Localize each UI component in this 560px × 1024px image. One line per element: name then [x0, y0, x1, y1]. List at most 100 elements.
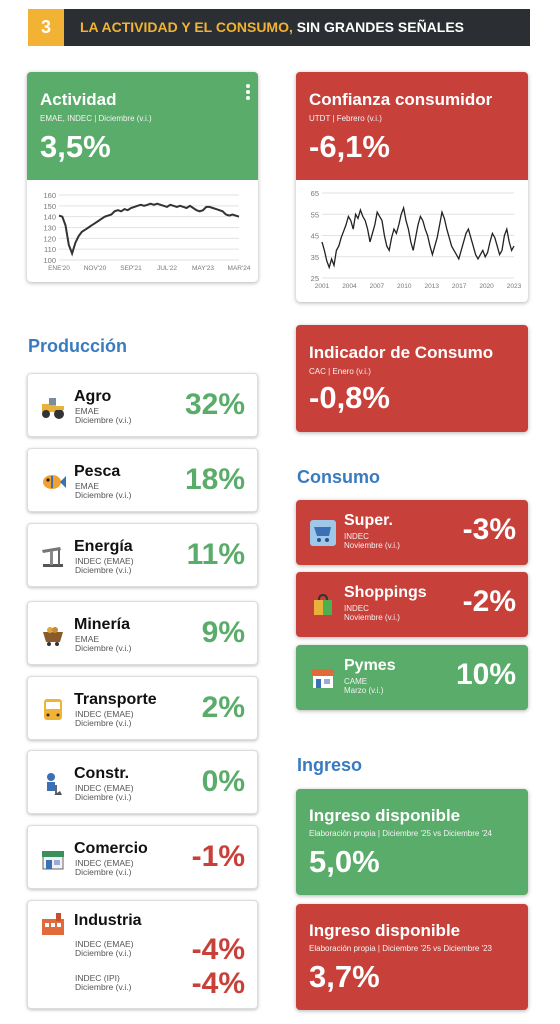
- actividad-value: 3,5%: [40, 129, 111, 164]
- produccion-item-value: 9%: [201, 616, 245, 649]
- produccion-item-1[interactable]: Pesca EMAE Diciembre (v.i.) 18%: [27, 448, 258, 512]
- actividad-chart-xtick: MAY'23: [192, 265, 214, 272]
- shopping-bag-icon: [314, 593, 332, 615]
- produccion-item-6[interactable]: Comercio INDEC (EMAE) Diciembre (v.i.) -1…: [27, 825, 258, 889]
- ingreso-title-2: Ingreso disponible: [309, 921, 461, 940]
- actividad-chart-xtick: SEP'21: [120, 265, 142, 272]
- produccion-item-5[interactable]: Constr. INDEC (EMAE) Diciembre (v.i.) 0%: [27, 750, 258, 814]
- actividad-source: EMAE, INDEC | Diciembre (v.i.): [40, 114, 152, 123]
- confianza-chart-xtick: 2001: [315, 283, 330, 290]
- consumo-item-name: Super.: [344, 512, 393, 529]
- actividad-chart-ytick: 160: [43, 191, 56, 200]
- ingreso-value-1: 5,0%: [309, 844, 380, 879]
- produccion-item-source: EMAE Diciembre (v.i.): [75, 481, 132, 500]
- actividad-chart-ytick: 110: [44, 245, 56, 254]
- indicador-title: Indicador de Consumo: [309, 343, 494, 362]
- confianza-chart-xtick: 2020: [479, 283, 494, 290]
- produccion-item-name: Pesca: [74, 463, 121, 480]
- produccion-item-0[interactable]: Agro EMAE Diciembre (v.i.) 32%: [27, 373, 258, 437]
- industria-card[interactable]: Industria INDEC (EMAE) Diciembre (v.i.) -…: [27, 900, 258, 1009]
- produccion-item-source: INDEC (EMAE) Diciembre (v.i.): [75, 783, 134, 802]
- consumo-heading: Consumo: [297, 467, 380, 487]
- confianza-chart-ytick: 35: [311, 253, 319, 262]
- consumo-item-2[interactable]: Pymes CAME Marzo (v.i.) 10%: [296, 645, 528, 710]
- industria-value-b: -4%: [191, 967, 245, 1000]
- produccion-item-source: EMAE Diciembre (v.i.): [75, 634, 132, 653]
- produccion-item-4[interactable]: Transporte INDEC (EMAE) Diciembre (v.i.) …: [27, 676, 258, 740]
- actividad-chart-ytick: 120: [43, 234, 56, 243]
- confianza-chart-xtick: 2010: [397, 283, 412, 290]
- fish-icon: [43, 475, 66, 489]
- confianza-title: Confianza consumidor: [309, 90, 493, 109]
- produccion-item-name: Comercio: [74, 840, 148, 857]
- actividad-chart-ytick: 140: [43, 213, 56, 222]
- factory-icon: [42, 913, 64, 935]
- produccion-item-name: Energía: [74, 538, 133, 555]
- confianza-chart-xtick: 2004: [342, 283, 357, 290]
- confianza-chart-ytick: 45: [311, 232, 319, 241]
- shop-icon: [312, 669, 334, 688]
- section-header: 3 LA ACTIVIDAD Y EL CONSUMO, SIN GRANDES…: [28, 9, 530, 46]
- confianza-chart-xtick: 2023: [507, 283, 522, 290]
- consumo-item-name: Shoppings: [344, 584, 427, 601]
- tractor-icon: [42, 398, 64, 419]
- confianza-chart-xtick: 2013: [424, 283, 439, 290]
- actividad-chart-xtick: NOV'20: [84, 265, 107, 272]
- store-icon: [42, 851, 64, 870]
- actividad-title: Actividad: [40, 90, 117, 109]
- confianza-card[interactable]: Confianza consumidor UTDT | Febrero (v.i…: [296, 72, 528, 302]
- consumo-item-name: Pymes: [344, 657, 396, 674]
- oil-pump-icon: [42, 547, 63, 567]
- actividad-card[interactable]: Actividad EMAE, INDEC | Diciembre (v.i.)…: [27, 72, 258, 282]
- produccion-heading: Producción: [28, 336, 128, 356]
- more-vert-icon[interactable]: [246, 84, 250, 100]
- consumo-item-value: -3%: [462, 513, 516, 546]
- produccion-item-name: Minería: [74, 616, 131, 633]
- actividad-chart-xtick: MAR'24: [228, 265, 251, 272]
- confianza-chart-ytick: 25: [311, 274, 319, 283]
- industria-source-a: INDEC (EMAE) Diciembre (v.i.): [75, 939, 134, 958]
- actividad-chart-ytick: 130: [43, 224, 56, 233]
- produccion-item-value: 11%: [186, 538, 245, 571]
- ingreso-source-1: Elaboración propia | Diciembre '25 vs Di…: [309, 829, 492, 838]
- confianza-chart-ytick: 55: [311, 210, 319, 219]
- ingreso-disponible-card-1[interactable]: Ingreso disponible Elaboración propia | …: [296, 789, 528, 895]
- produccion-item-2[interactable]: Energía INDEC (EMAE) Diciembre (v.i.) 11%: [27, 523, 258, 587]
- consumo-item-value: 10%: [455, 658, 516, 691]
- consumo-item-value: -2%: [462, 585, 516, 618]
- consumo-item-0[interactable]: Super. INDEC Noviembre (v.i.) -3%: [296, 500, 528, 565]
- industria-source-b: INDEC (IPI) Diciembre (v.i.): [75, 973, 132, 992]
- ingreso-disponible-card-2[interactable]: Ingreso disponible Elaboración propia | …: [296, 904, 528, 1010]
- section-number: 3: [28, 9, 64, 46]
- confianza-chart-ytick: 65: [311, 189, 319, 198]
- ingreso-source-2: Elaboración propia | Diciembre '25 vs Di…: [309, 944, 492, 953]
- bus-icon: [44, 699, 62, 720]
- produccion-item-value: 2%: [201, 691, 245, 724]
- produccion-item-value: 0%: [201, 765, 245, 798]
- produccion-item-source: EMAE Diciembre (v.i.): [75, 406, 132, 425]
- confianza-chart-xtick: 2007: [370, 283, 385, 290]
- consumo-item-source: INDEC Noviembre (v.i.): [344, 604, 400, 622]
- actividad-chart-ytick: 150: [43, 202, 56, 211]
- indicador-consumo-card[interactable]: Indicador de Consumo CAC | Enero (v.i.) …: [296, 325, 528, 432]
- produccion-item-value: 18%: [184, 463, 245, 496]
- produccion-item-source: INDEC (EMAE) Diciembre (v.i.): [75, 858, 134, 877]
- industria-value-a: -4%: [191, 933, 245, 966]
- produccion-item-name: Transporte: [74, 691, 157, 708]
- consumo-item-source: CAME Marzo (v.i.): [344, 677, 384, 695]
- produccion-item-value: 32%: [184, 388, 245, 421]
- supermarket-cart-icon: [310, 520, 336, 546]
- produccion-item-name: Agro: [74, 388, 112, 405]
- produccion-item-name: Constr.: [74, 765, 130, 782]
- confianza-chart-series-line: [321, 205, 515, 270]
- mining-cart-icon: [43, 627, 63, 646]
- actividad-chart-ytick: 100: [43, 256, 56, 265]
- indicador-source: CAC | Enero (v.i.): [309, 367, 371, 376]
- consumo-item-1[interactable]: Shoppings INDEC Noviembre (v.i.) -2%: [296, 572, 528, 637]
- confianza-value: -6,1%: [309, 129, 390, 164]
- ingreso-heading: Ingreso: [297, 755, 363, 775]
- section-title: LA ACTIVIDAD Y EL CONSUMO, SIN GRANDES S…: [80, 19, 465, 35]
- industria-name: Industria: [74, 912, 142, 929]
- construction-worker-icon: [47, 773, 62, 795]
- produccion-item-3[interactable]: Minería EMAE Diciembre (v.i.) 9%: [27, 601, 258, 665]
